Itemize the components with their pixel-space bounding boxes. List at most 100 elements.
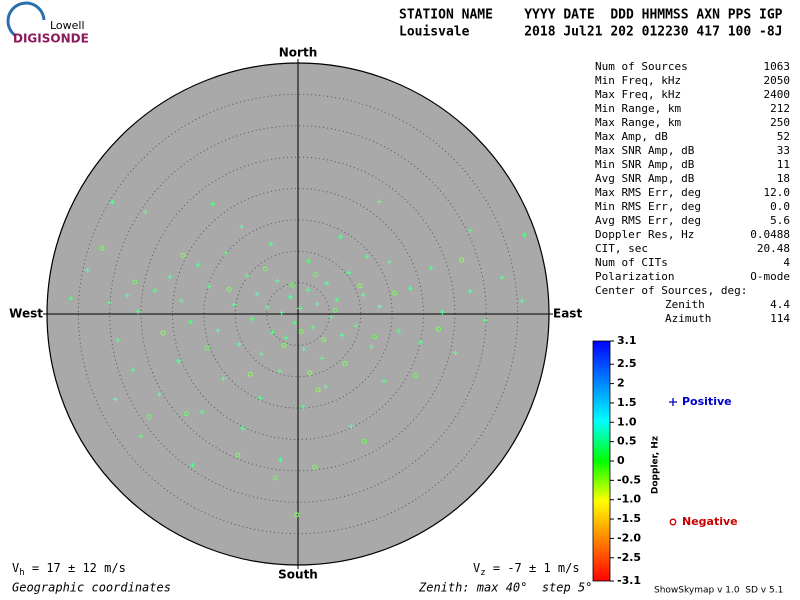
source-negative <box>247 371 253 377</box>
source-positive <box>381 378 387 384</box>
colorbar-tick-label: 2 <box>617 377 625 390</box>
source-negative <box>235 452 241 458</box>
source-positive <box>188 319 194 325</box>
stat-value: 4 <box>783 256 790 269</box>
source-positive <box>220 376 226 382</box>
vh-text: = 17 ± 12 m/s <box>25 561 126 575</box>
source-positive <box>269 329 275 335</box>
center-value: 114 <box>770 312 790 325</box>
legend-symbol <box>669 398 677 406</box>
source-positive <box>319 356 325 362</box>
source-positive <box>277 457 283 463</box>
source-positive <box>297 305 303 311</box>
stat-label: Max RMS Err, deg <box>595 186 701 199</box>
source-positive <box>377 303 383 309</box>
colorbar-tick-label: -2.5 <box>617 551 641 564</box>
source-positive <box>328 314 334 320</box>
source-positive <box>338 234 344 240</box>
source-positive <box>240 425 246 431</box>
legend-symbol <box>669 518 677 526</box>
stat-label: Polarization <box>595 270 674 283</box>
source-positive <box>306 258 312 264</box>
stat-value: 20.48 <box>757 242 790 255</box>
logo-bottom: DIGISONDE <box>13 32 89 46</box>
vz: Vz = -7 ± 1 m/s <box>473 561 580 578</box>
source-negative <box>294 512 300 518</box>
vz-text: = -7 ± 1 m/s <box>486 561 580 575</box>
stat-value: 2400 <box>764 88 791 101</box>
stat-value: 250 <box>770 116 790 129</box>
source-positive <box>254 291 260 297</box>
stats-table: Num of Sources 1063 Min Freq, kHz 2050 Max F… <box>595 60 790 325</box>
colorbar-tick-label: 0 <box>617 454 625 467</box>
colorbar-tick-label: 2.5 <box>617 357 637 370</box>
source-negative <box>289 282 295 288</box>
colorbar: 3.1 2.5 2 1.5 1.0 0.5 0 -0.5 -1.0 -1.5 -2.0 -2.5 -3.… <box>592 334 641 587</box>
source-positive <box>264 304 270 310</box>
source-positive <box>499 275 505 281</box>
source-negative <box>312 464 318 470</box>
stat-label: Max Freq, kHz <box>595 88 681 101</box>
source-negative <box>362 438 368 444</box>
source-positive <box>124 293 130 299</box>
source-negative <box>459 257 465 263</box>
header-columns: STATION NAME YYYY DATE DDD HHMMSS AXN PP… <box>399 8 783 23</box>
vh-sub: h <box>19 568 24 578</box>
logo-top: Lowell <box>50 19 85 32</box>
stat-label: Max Range, km <box>595 116 681 129</box>
source-positive <box>85 267 91 273</box>
colorbar-scale <box>592 340 611 582</box>
source-positive <box>236 341 242 347</box>
source-positive <box>152 288 158 294</box>
source-positive <box>314 301 320 307</box>
source-positive <box>467 288 473 294</box>
source-positive <box>364 253 370 259</box>
vh-symbol: V <box>12 561 19 575</box>
center-label: Azimuth <box>665 312 711 325</box>
dir-north: North <box>279 46 317 60</box>
source-positive <box>244 273 250 279</box>
coords-note: Geographic coordinates <box>12 581 171 595</box>
source-positive <box>199 409 205 415</box>
source-positive <box>339 332 345 338</box>
source-negative <box>315 387 321 393</box>
colorbar-tick-label: 1.0 <box>617 415 637 428</box>
vz-symbol: V <box>473 561 480 575</box>
source-positive <box>112 396 118 402</box>
stat-label: Max Amp, dB <box>595 130 668 143</box>
source-negative <box>160 330 166 336</box>
source-positive <box>334 297 340 303</box>
source-negative <box>183 411 189 417</box>
source-negative <box>226 287 232 293</box>
source-positive <box>167 274 173 280</box>
source-positive <box>283 335 289 341</box>
source-positive <box>324 280 330 286</box>
source-negative <box>313 271 319 277</box>
colorbar-tick-label: 0.5 <box>617 435 637 448</box>
source-positive <box>453 350 459 356</box>
source-positive <box>115 337 121 343</box>
stat-label: Min Range, km <box>595 102 681 115</box>
vh: Vh = 17 ± 12 m/s <box>12 561 126 578</box>
source-positive <box>467 228 473 234</box>
source-positive <box>522 232 528 238</box>
stat-label: Min SNR Amp, dB <box>595 158 695 171</box>
stat-label: Min Freq, kHz <box>595 74 681 87</box>
center-value: 4.4 <box>770 298 790 311</box>
source-positive <box>277 368 283 374</box>
source-negative <box>436 326 442 332</box>
source-negative <box>372 334 378 340</box>
source-negative <box>146 414 152 420</box>
source-positive <box>223 250 229 256</box>
stat-value: O-mode <box>750 270 790 283</box>
source-positive <box>190 462 196 468</box>
dir-west: West <box>9 307 43 321</box>
source-positive <box>519 298 525 304</box>
source-positive <box>106 300 112 306</box>
colorbar-label: Doppler, Hz <box>651 436 661 494</box>
source-positive <box>210 201 216 207</box>
colorbar-tick-label: -1.0 <box>617 493 641 506</box>
source-negative <box>357 283 363 289</box>
source-negative <box>321 337 327 343</box>
source-positive <box>301 346 307 352</box>
